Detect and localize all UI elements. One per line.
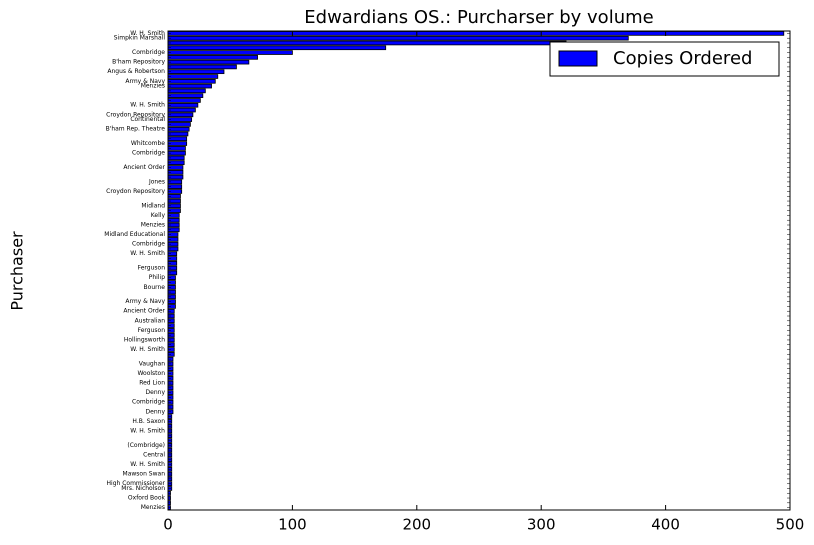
bar [167, 40, 567, 46]
y-tick-label: Jones [148, 178, 165, 185]
y-tick-label: Mawson Swan [123, 471, 166, 478]
bar [167, 98, 201, 103]
y-tick-label: Croydon Repository [106, 188, 165, 195]
y-tick-label: Midland Educational [104, 231, 165, 238]
y-tick-label: Continental [130, 116, 165, 123]
y-tick-label: Combridge [132, 399, 165, 406]
bar [167, 88, 206, 94]
bar [167, 45, 387, 51]
y-tick-label: Midland [141, 202, 165, 209]
y-tick-label: Menzies [141, 504, 165, 511]
y-axis-label: Purchaser [8, 231, 27, 311]
bar [167, 59, 250, 65]
y-tick-label: Simpkin Marshall [114, 35, 166, 42]
y-tick-label: Australian [135, 317, 166, 324]
y-tick-label: Combridge [132, 241, 165, 248]
x-tick-label: 0 [163, 516, 173, 534]
x-tick-label: 500 [776, 516, 805, 534]
y-tick-label: Philip [149, 274, 165, 281]
y-tick-label: Menzies [141, 221, 165, 228]
y-tick-label: W. H. Smith [130, 30, 165, 37]
bar [167, 93, 204, 98]
bar [167, 64, 237, 70]
legend-swatch [558, 50, 598, 67]
bar [167, 50, 293, 55]
bar [167, 78, 216, 84]
bar [167, 31, 785, 36]
y-tick-label: B'ham Repository [112, 59, 165, 66]
y-tick-label: Combridge [132, 49, 165, 56]
y-tick-label: W. H. Smith [130, 461, 165, 468]
y-tick-label: B'ham Rep. Theatre [106, 126, 166, 133]
y-tick-label: Ancient Order [123, 164, 165, 171]
y-tick-label: Croydon Repository [106, 111, 165, 118]
x-tick-label: 300 [527, 516, 556, 534]
bar [167, 69, 225, 75]
y-tick-label: Central [143, 451, 165, 458]
y-tick-label: (Combridge) [127, 442, 165, 449]
y-tick-label: W. H. Smith [130, 346, 165, 353]
x-tick-label: 400 [651, 516, 680, 534]
y-tick-label: Ferguson [138, 327, 166, 334]
y-tick-label: Kelly [151, 212, 166, 219]
y-tick-label: Hollingsworth [124, 336, 165, 343]
y-tick-label: Woolston [137, 370, 165, 377]
bar [167, 102, 199, 108]
y-tick-label: Ancient Order [123, 308, 165, 315]
bar [167, 74, 219, 79]
y-tick-label: W. H. Smith [130, 250, 165, 257]
bar [167, 122, 191, 127]
y-tick-label: Ferguson [138, 265, 166, 272]
y-tick-label: W. H. Smith [130, 102, 165, 109]
y-tick-label: Denny [146, 389, 166, 396]
y-tick-label: Bourne [144, 284, 166, 291]
bar [167, 112, 194, 118]
x-tick-label: 100 [278, 516, 307, 534]
y-tick-label: Army & Navy [125, 298, 165, 305]
bar [167, 117, 193, 122]
bar [167, 126, 190, 132]
y-tick-label: Angus & Robertson [107, 68, 165, 75]
plot-frame [167, 30, 791, 511]
y-tick-label: W. H. Smith [130, 427, 165, 434]
y-tick-label: Army & Navy [125, 78, 165, 85]
y-tick-label: Whitcombe [131, 140, 165, 147]
legend-label: Copies Ordered [613, 48, 752, 69]
x-tick-label: 200 [402, 516, 431, 534]
y-tick-label: Menzies [141, 83, 165, 90]
y-tick-label: Red Lion [139, 380, 165, 387]
y-tick-label: H.B. Saxon [132, 418, 165, 425]
bar [167, 83, 212, 89]
y-tick-label: Oxford Book [128, 495, 166, 502]
y-tick-label: Denny [146, 408, 166, 415]
bar [167, 107, 196, 113]
bar [167, 55, 258, 60]
bar [167, 35, 629, 41]
y-tick-label: High Commissioner [107, 480, 166, 487]
chart-title: Edwardians OS.: Purcharser by volume [304, 7, 653, 28]
y-tick-label: Combridge [132, 150, 165, 157]
y-tick-label: Vaughan [139, 360, 165, 367]
y-tick-label: Mrs. Nicholson [121, 485, 165, 492]
